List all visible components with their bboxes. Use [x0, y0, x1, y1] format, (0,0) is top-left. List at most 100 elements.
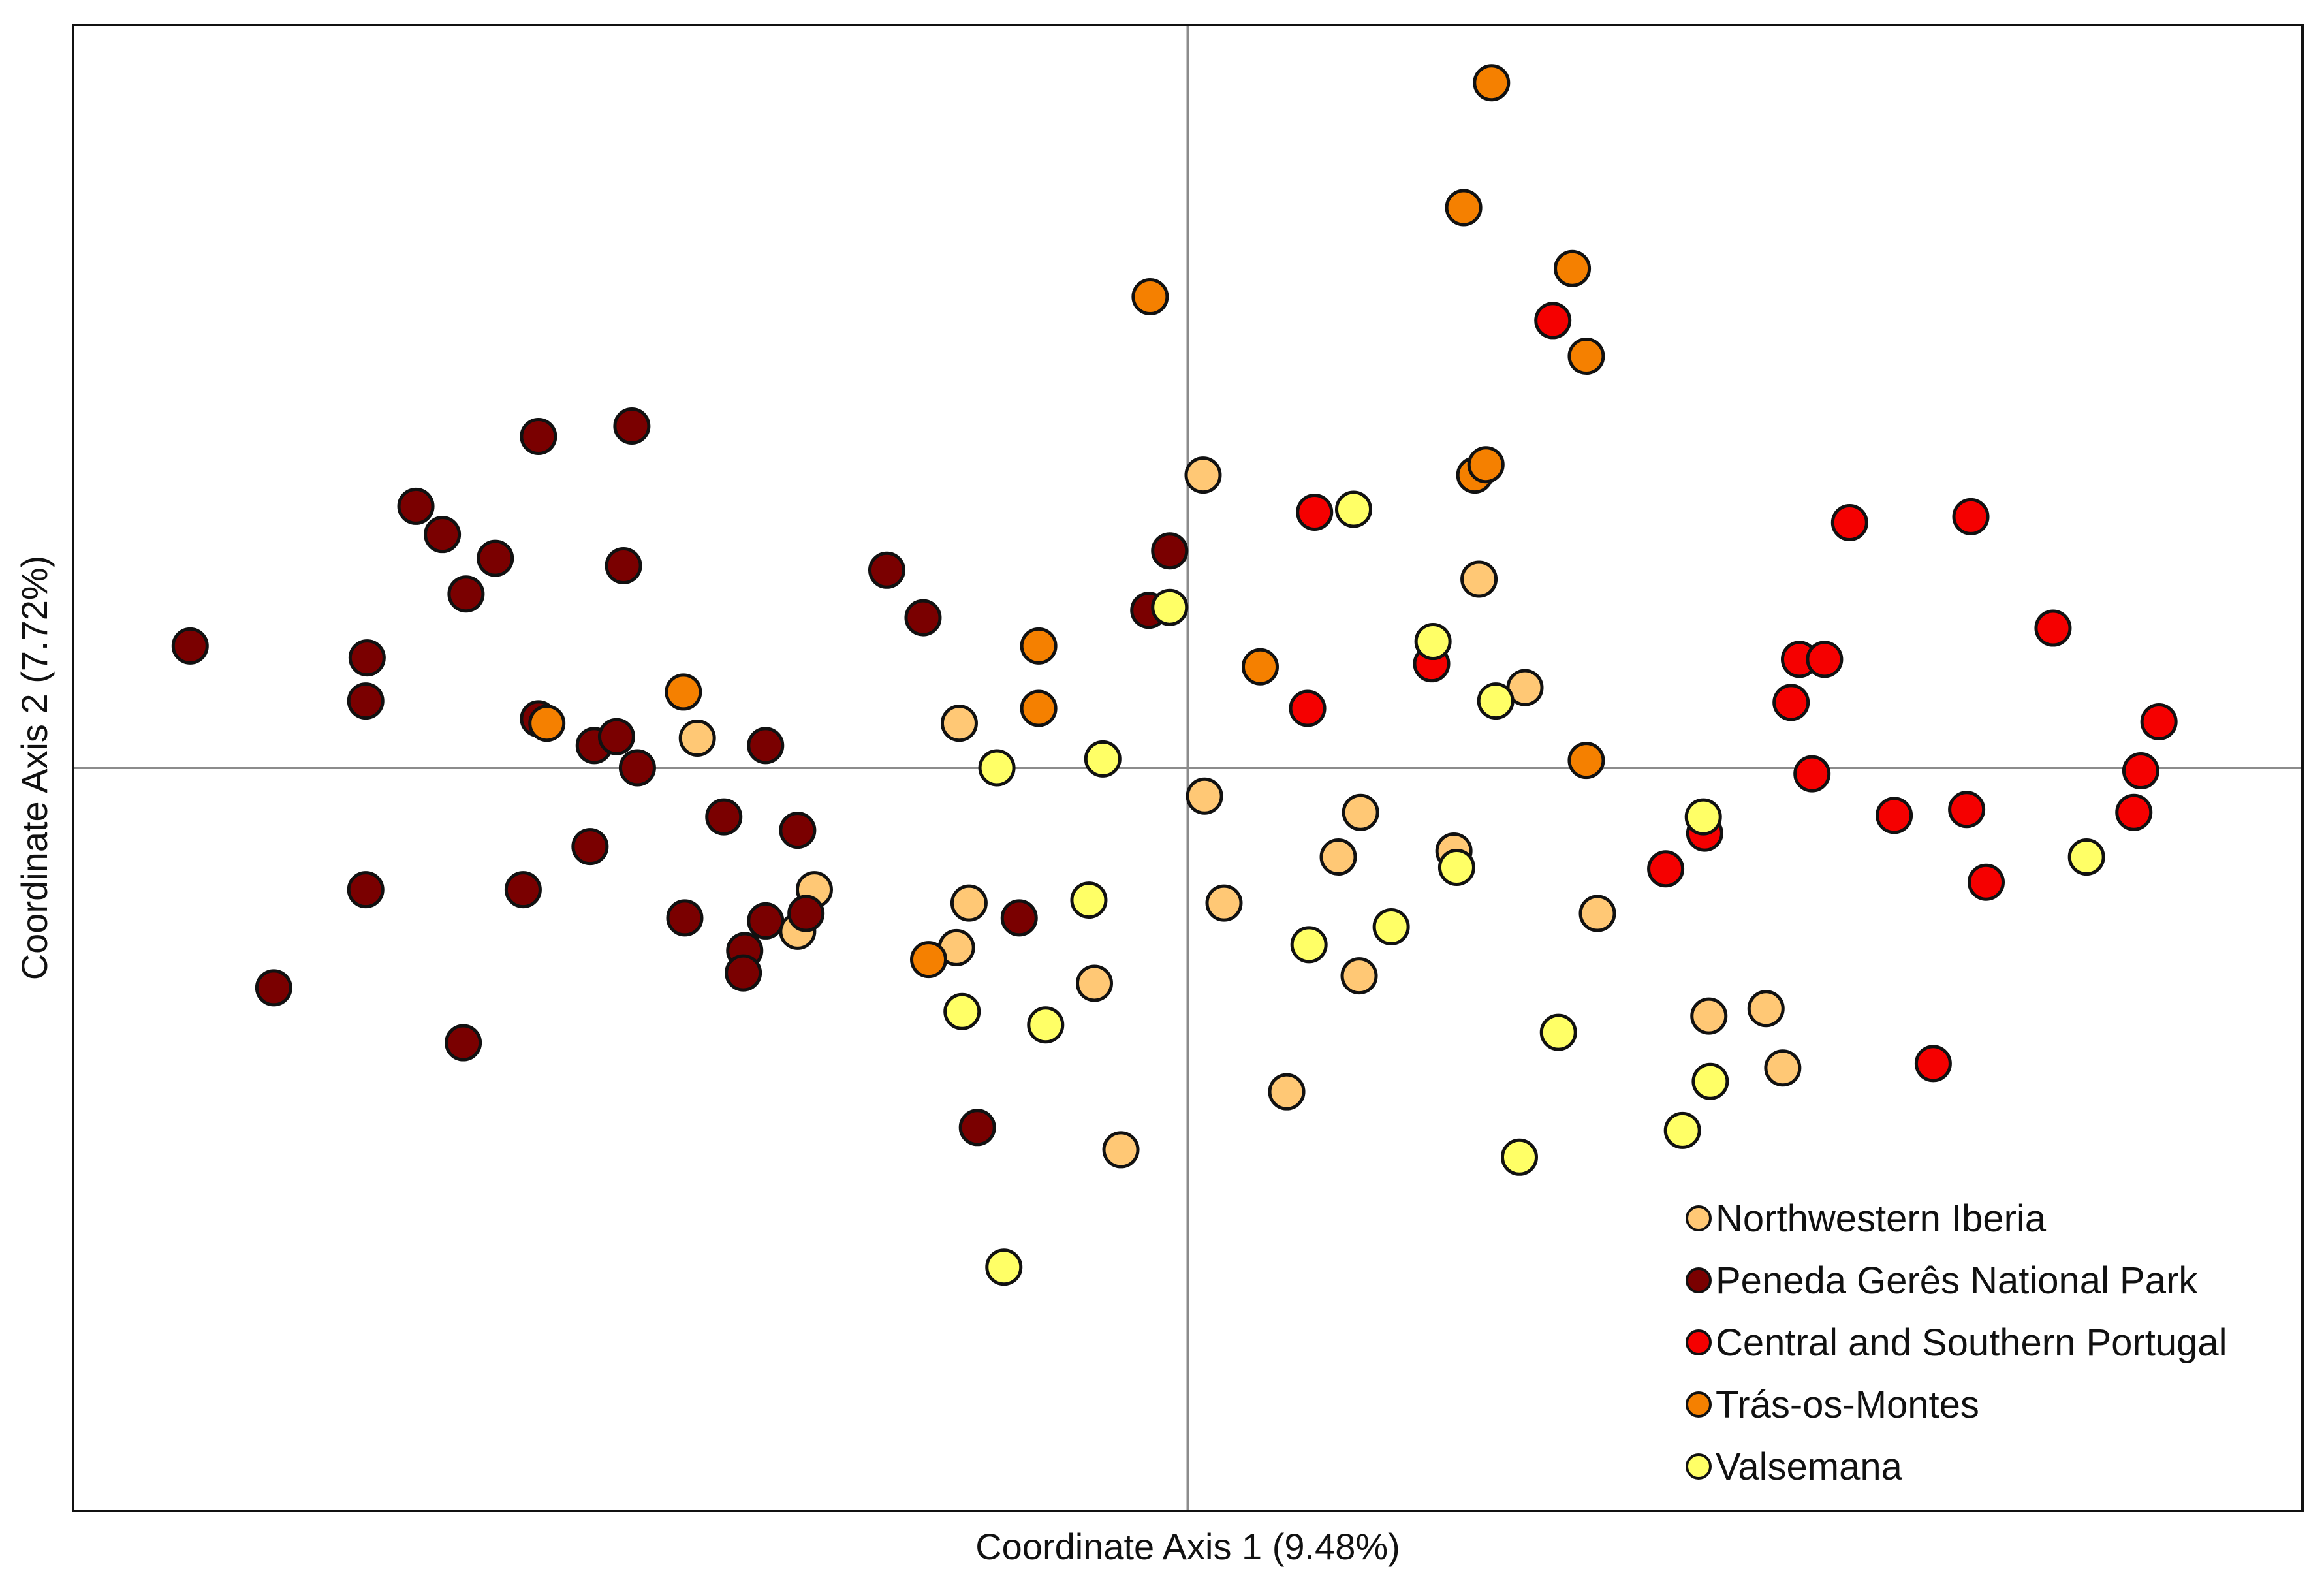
data-point — [725, 954, 762, 992]
data-point — [1102, 1131, 1140, 1169]
data-point — [2067, 838, 2105, 876]
data-point — [747, 902, 785, 940]
data-point — [1342, 793, 1379, 831]
data-point — [1151, 532, 1189, 570]
data-point — [397, 487, 435, 525]
legend-marker — [1686, 1205, 1712, 1231]
data-point — [1876, 797, 1913, 834]
data-point — [1830, 503, 1868, 541]
data-point — [1131, 278, 1169, 316]
data-point — [1334, 490, 1372, 528]
data-point — [1684, 798, 1722, 836]
plot-frame — [72, 24, 2304, 1512]
data-point — [958, 1109, 996, 1147]
data-point — [424, 516, 462, 554]
series-peneda-ger-s-national-park — [171, 407, 1189, 1147]
data-point — [1296, 494, 1334, 531]
data-point — [1372, 908, 1410, 946]
data-point — [1084, 740, 1122, 778]
data-point — [504, 871, 542, 909]
data-point — [1151, 588, 1189, 626]
data-point — [2034, 609, 2072, 647]
data-point — [2115, 793, 2153, 831]
data-point — [1764, 1049, 1802, 1087]
data-points — [171, 64, 2178, 1286]
data-point — [347, 871, 385, 909]
legend-label: Valsemana — [1716, 1446, 1903, 1488]
data-point — [1020, 689, 1058, 727]
data-point — [1075, 964, 1113, 1002]
data-point — [747, 727, 785, 765]
data-point — [571, 828, 609, 866]
legend-marker — [1686, 1329, 1712, 1355]
data-point — [1000, 899, 1038, 937]
data-point — [705, 798, 743, 836]
data-point — [1186, 777, 1223, 815]
data-point — [1205, 884, 1243, 922]
data-point — [1567, 742, 1605, 780]
data-point — [678, 719, 716, 757]
data-point — [1690, 997, 1728, 1035]
legend-marker — [1686, 1391, 1712, 1418]
data-point — [520, 417, 557, 455]
data-point — [666, 899, 704, 937]
series-tr-s-os-montes — [528, 64, 1605, 979]
data-point — [1554, 249, 1592, 287]
data-point — [1534, 302, 1572, 340]
data-point — [347, 682, 385, 720]
data-point — [1437, 848, 1475, 886]
data-point — [950, 884, 988, 922]
data-point — [1477, 682, 1515, 720]
data-point — [1747, 990, 1785, 1028]
data-point — [2122, 752, 2159, 790]
data-point — [1948, 791, 1986, 829]
data-point — [1806, 641, 1844, 678]
data-point — [1290, 926, 1328, 964]
data-point — [904, 599, 942, 637]
legend-label: Peneda Gerês National Park — [1716, 1259, 2198, 1302]
data-point — [1567, 338, 1605, 375]
x-axis-label: Coordinate Axis 1 (9.48%) — [975, 1526, 1400, 1567]
data-point — [1445, 189, 1483, 227]
data-point — [348, 639, 386, 677]
data-point — [943, 992, 981, 1030]
data-point — [528, 705, 566, 742]
data-point — [477, 539, 514, 577]
data-point — [447, 575, 485, 613]
data-point — [1467, 446, 1505, 484]
data-point — [171, 627, 209, 665]
data-point — [445, 1024, 482, 1062]
data-point — [1460, 560, 1498, 598]
legend-marker — [1686, 1267, 1712, 1293]
data-point — [1578, 895, 1616, 932]
data-point — [618, 749, 656, 787]
data-point — [597, 718, 635, 755]
data-point — [255, 969, 292, 1007]
legend: Northwestern Iberia Peneda Gerês National… — [1686, 1197, 2227, 1488]
series-central-and-southern-portugal — [1289, 302, 2178, 1083]
data-point — [1539, 1013, 1577, 1051]
data-point — [1772, 684, 1810, 721]
data-point — [1020, 627, 1058, 665]
data-point — [665, 673, 702, 711]
data-point — [1289, 689, 1327, 727]
data-point — [779, 812, 817, 849]
legend-label: Northwestern Iberia — [1716, 1197, 2047, 1240]
data-point — [1473, 64, 1511, 102]
data-point — [1319, 838, 1357, 876]
data-point — [940, 705, 978, 742]
data-point — [1414, 623, 1452, 661]
data-point — [787, 895, 825, 932]
data-point — [1967, 863, 2005, 901]
data-point — [1691, 1062, 1729, 1100]
data-point — [1793, 755, 1831, 793]
data-point — [1184, 456, 1222, 494]
legend-marker — [1686, 1453, 1712, 1480]
data-point — [2140, 703, 2178, 740]
series-northwestern-iberia — [678, 456, 1802, 1169]
legend-label: Trás-os-Montes — [1716, 1384, 1979, 1426]
data-point — [605, 546, 642, 584]
data-point — [1340, 957, 1378, 995]
legend-label: Central and Southern Portugal — [1716, 1322, 2227, 1364]
